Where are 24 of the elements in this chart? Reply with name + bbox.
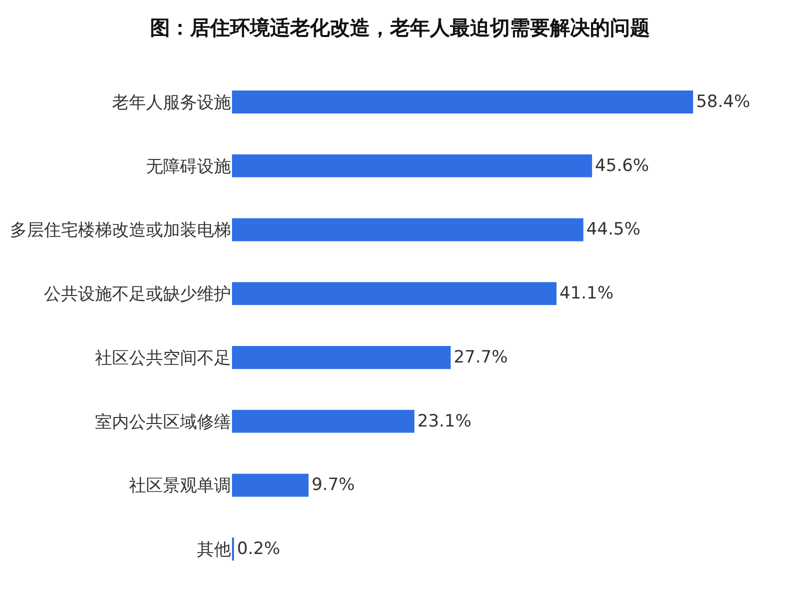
bar <box>232 282 557 306</box>
bar <box>232 154 592 178</box>
data-label: 41.1% <box>560 284 614 304</box>
bar <box>232 410 414 433</box>
y-tick-label: 社区公共空间不足 <box>95 348 231 368</box>
y-tick-label: 公共设施不足或缺少维护 <box>44 284 231 305</box>
y-tick-label: 多层住宅楼梯改造或加装电梯 <box>10 220 231 241</box>
bar <box>232 346 451 369</box>
data-label: 9.7% <box>312 475 355 496</box>
data-label: 0.2% <box>237 539 280 560</box>
bar <box>232 90 694 114</box>
bar <box>232 218 584 242</box>
bar <box>232 474 309 497</box>
y-tick-label: 无障碍设施 <box>146 156 231 177</box>
data-label: 27.7% <box>454 347 508 368</box>
y-tick-label: 社区景观单调 <box>129 476 231 496</box>
y-tick-label: 老年人服务设施 <box>112 92 231 113</box>
y-tick-label: 室内公共区域修缮 <box>95 412 231 432</box>
y-tick-label: 其他 <box>197 540 231 560</box>
data-label: 58.4% <box>696 92 750 112</box>
chart-title: 图：居住环境适老化改造，老年人最迫切需要解决的问题 <box>150 16 650 40</box>
data-label: 44.5% <box>586 220 640 240</box>
data-label: 23.1% <box>417 411 472 432</box>
data-label: 45.6% <box>595 156 650 176</box>
